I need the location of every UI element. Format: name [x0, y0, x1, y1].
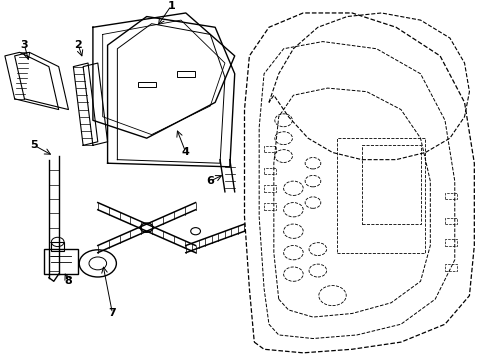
Text: 4: 4	[182, 148, 189, 157]
Bar	[138, 82, 155, 87]
Bar	[444, 217, 456, 224]
Text: 1: 1	[167, 1, 175, 11]
Bar	[44, 249, 78, 274]
Text: 3: 3	[20, 40, 28, 50]
Bar	[444, 239, 456, 246]
Bar	[177, 71, 194, 77]
Text: 8: 8	[64, 276, 72, 286]
Bar	[444, 264, 456, 271]
Bar	[264, 185, 276, 192]
Text: 5: 5	[30, 140, 38, 150]
Bar	[51, 242, 63, 251]
Bar	[264, 203, 276, 210]
Bar	[444, 193, 456, 199]
Bar	[337, 138, 425, 253]
Bar	[264, 146, 276, 153]
Text: 2: 2	[74, 40, 82, 50]
Bar	[361, 145, 420, 224]
Bar	[264, 167, 276, 174]
Text: 6: 6	[206, 176, 214, 186]
Text: 7: 7	[108, 309, 116, 319]
